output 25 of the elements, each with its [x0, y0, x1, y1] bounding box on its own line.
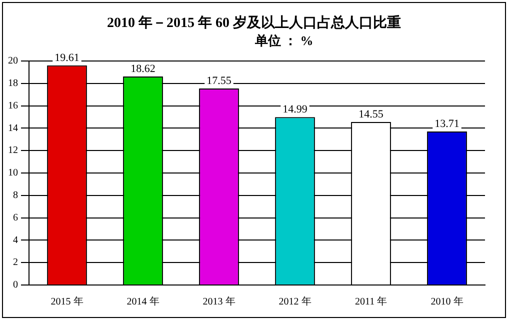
y-tick-label: 10	[8, 168, 18, 179]
data-label: 14.99	[282, 104, 308, 116]
y-tick-label: 18	[8, 78, 18, 90]
y-tick-label: 20	[8, 56, 18, 67]
data-label: 17.55	[206, 74, 232, 87]
data-label: 18.62	[130, 62, 156, 75]
y-tick-label: 2	[13, 257, 18, 268]
y-tick-label: 16	[8, 100, 18, 112]
x-tick-label: 2014 年	[126, 296, 160, 308]
data-label: 13.71	[434, 118, 460, 130]
x-tick-label: 2012 年	[278, 296, 312, 308]
data-label: 14.55	[358, 108, 384, 120]
chart-subtitle: 单位 ： %	[254, 32, 314, 49]
y-tick-label: 4	[13, 234, 18, 246]
y-tick-label: 12	[8, 145, 18, 156]
y-tick-label: 0	[13, 280, 18, 291]
data-label: 19.61	[54, 52, 80, 64]
y-tick-label: 8	[13, 190, 18, 202]
x-tick-label: 2015 年	[50, 296, 84, 308]
y-tick-label: 6	[13, 212, 18, 224]
y-tick-label: 14	[8, 122, 18, 134]
x-tick-label: 2010 年	[430, 296, 464, 308]
x-tick-label: 2013 年	[202, 296, 236, 308]
x-tick-label: 2011 年	[354, 296, 388, 308]
chart-title: 2010 年－2015 年 60 岁及以上人口占总人口比重	[106, 15, 402, 32]
